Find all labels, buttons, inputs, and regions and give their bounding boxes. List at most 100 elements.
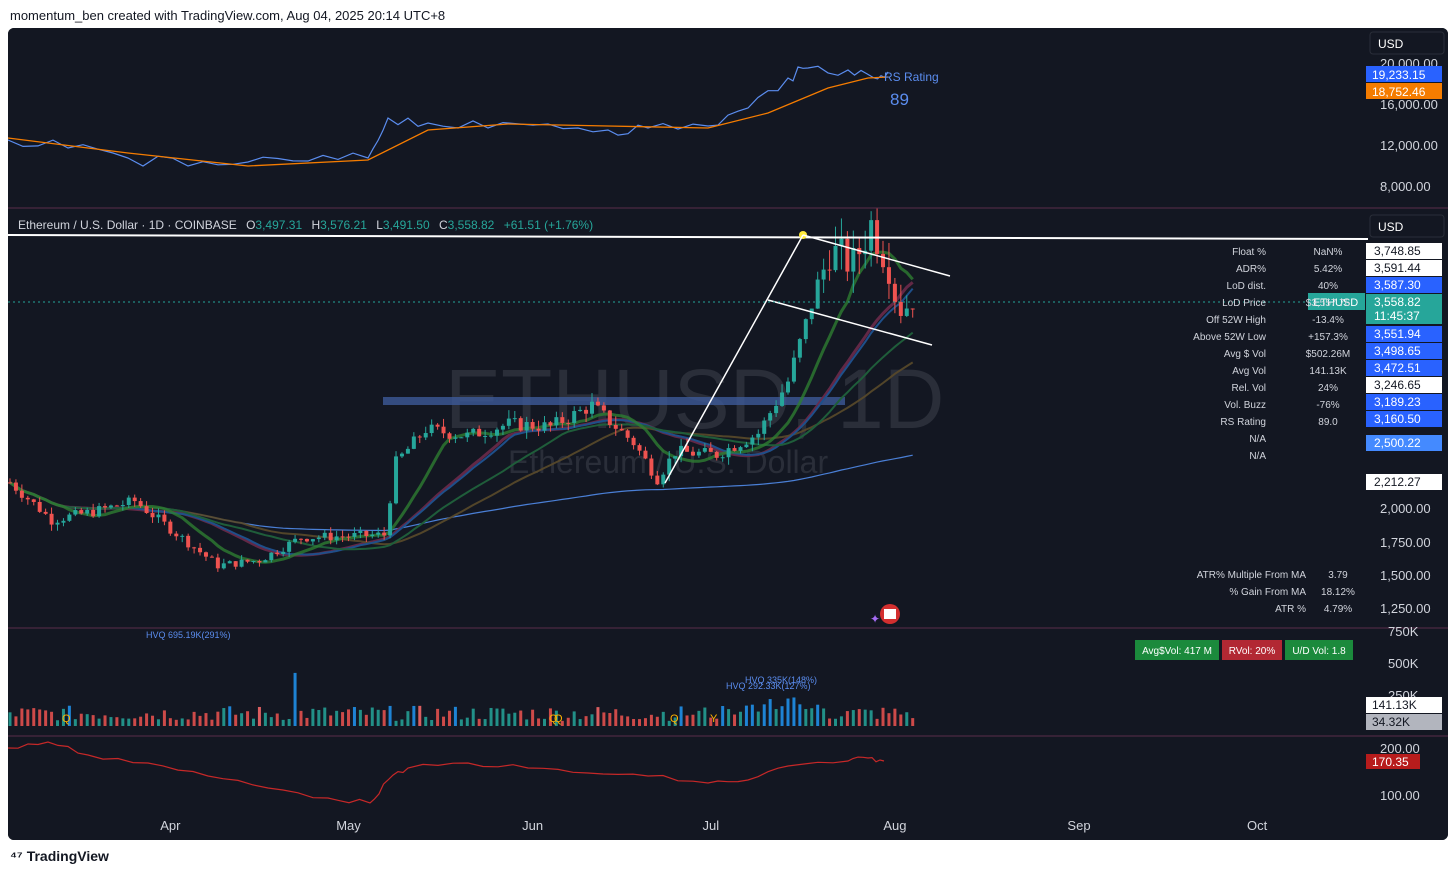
symbol-title: Ethereum / U.S. Dollar · 1D · COINBASE xyxy=(18,218,237,232)
volume-bar xyxy=(554,710,558,726)
candle-body xyxy=(328,532,333,541)
candle-body xyxy=(768,413,773,421)
candle-body xyxy=(429,424,434,434)
volume-bar xyxy=(887,713,891,726)
ohlc-change: +61.51 (+1.76%) xyxy=(504,218,593,232)
rs-tag-text: 19,233.15 xyxy=(1372,68,1426,82)
footer-text: TradingView xyxy=(26,848,109,864)
candle-body xyxy=(85,509,90,514)
candle-body xyxy=(358,530,363,533)
volume-bar xyxy=(174,719,178,726)
stats-value: 5.42% xyxy=(1314,264,1342,275)
volume-bar xyxy=(406,711,410,726)
ohlc-open: 3,497.31 xyxy=(255,218,302,232)
ath-line[interactable] xyxy=(8,234,1369,240)
candle-body xyxy=(447,433,452,439)
volume-bar xyxy=(893,708,897,726)
candle-body xyxy=(881,253,886,268)
bottom-tag xyxy=(1366,754,1420,769)
candle-body xyxy=(156,514,161,518)
time-axis-label: Jul xyxy=(702,818,719,833)
earnings-marker: Q xyxy=(549,713,558,725)
volume-bar xyxy=(115,717,119,726)
trendline-flag-bottom[interactable] xyxy=(767,299,933,346)
hvq-label-1: HVQ 695.19K(291%) xyxy=(146,630,231,640)
currency-button-main[interactable] xyxy=(1369,214,1445,238)
volume-badge-text: Avg$Vol: 417 M xyxy=(1142,646,1212,657)
volume-bar xyxy=(537,718,541,726)
volume-bar xyxy=(548,708,552,726)
time-axis-label: Aug xyxy=(883,818,906,833)
candle-body xyxy=(649,458,654,476)
volume-bar xyxy=(186,719,190,726)
volume-bar xyxy=(412,705,416,726)
candle-body xyxy=(8,482,12,484)
price-tag-text: 3,587.30 xyxy=(1374,278,1421,292)
volume-bar xyxy=(329,715,333,726)
volume-bar xyxy=(32,708,36,726)
stats-value: 141.13K xyxy=(1309,366,1347,377)
ohlc-c-label: C xyxy=(439,218,448,232)
candle-body xyxy=(720,457,725,459)
price-axis-label: 1,250.00 xyxy=(1380,601,1431,616)
candle-body xyxy=(376,532,381,535)
volume-bar xyxy=(234,714,238,726)
trendline-uptrend[interactable] xyxy=(664,234,804,484)
candle-body xyxy=(625,430,630,438)
price-tag xyxy=(1366,243,1442,259)
candle-body xyxy=(595,401,600,406)
price-tag-text: 11:45:37 xyxy=(1374,309,1420,323)
volume-bar xyxy=(299,710,303,726)
us-flag-icon-inner xyxy=(884,609,896,619)
price-tag xyxy=(1366,260,1442,276)
volume-bar xyxy=(584,716,588,726)
ma-short-green-line xyxy=(9,250,914,564)
volume-bar xyxy=(251,718,255,726)
candle-body xyxy=(310,539,315,542)
trendline-flag-top[interactable] xyxy=(802,234,951,277)
volume-bar xyxy=(649,714,653,726)
volume-bar xyxy=(828,718,832,726)
volume-bar xyxy=(839,716,843,726)
candle-body xyxy=(643,450,648,459)
volume-bar xyxy=(257,706,261,726)
bottom-axis[interactable]: 200.00 100.00 xyxy=(1380,741,1420,803)
candle-body xyxy=(655,475,660,485)
volume-bars xyxy=(8,672,915,726)
volume-bar xyxy=(507,713,511,726)
candle-body xyxy=(67,514,72,521)
stats-label: N/A xyxy=(1249,434,1266,445)
candle-body xyxy=(269,552,274,561)
candle-body xyxy=(364,530,369,537)
resistance-zone xyxy=(383,397,845,405)
price-axis[interactable]: 2,000.00 1,750.00 1,500.00 1,250.00 xyxy=(1380,501,1431,616)
hvq-label-2: HVQ 335K(148%) xyxy=(745,675,817,685)
symbol-header: Ethereum / U.S. Dollar · 1D · COINBASE O… xyxy=(18,218,593,232)
volume-bar xyxy=(560,720,564,726)
bottom-indicator-line xyxy=(8,741,885,804)
price-tag-text: 2,212.27 xyxy=(1374,475,1421,489)
footer-logo[interactable]: ⁴⁷ TradingView xyxy=(10,848,109,864)
volume-bar xyxy=(495,708,499,726)
volume-bar xyxy=(738,711,742,726)
candle-body xyxy=(690,451,695,456)
chart-svg[interactable]: ETHUSD, 1D Ethereum / U.S. Dollar RS Rat… xyxy=(8,28,1448,840)
volume-bar xyxy=(679,706,683,726)
candle-body xyxy=(774,405,779,414)
time-axis[interactable]: Apr May Jun Jul Aug Sep Oct xyxy=(160,818,1267,833)
volume-bar xyxy=(531,709,535,726)
candle-body xyxy=(103,506,108,508)
currency-button-top[interactable] xyxy=(1369,31,1445,55)
volume-bar xyxy=(572,711,576,726)
volume-bar xyxy=(465,717,469,726)
candle-body xyxy=(833,245,838,271)
candle-body xyxy=(892,283,897,303)
candle-body xyxy=(809,308,814,320)
volume-bar xyxy=(436,708,440,726)
hvq-label-3: HVQ 292.33K(127%) xyxy=(726,681,811,691)
currency-label-top: USD xyxy=(1378,37,1404,51)
volume-bar xyxy=(364,714,368,726)
chart-frame[interactable]: ETHUSD, 1D Ethereum / U.S. Dollar RS Rat… xyxy=(8,28,1448,840)
